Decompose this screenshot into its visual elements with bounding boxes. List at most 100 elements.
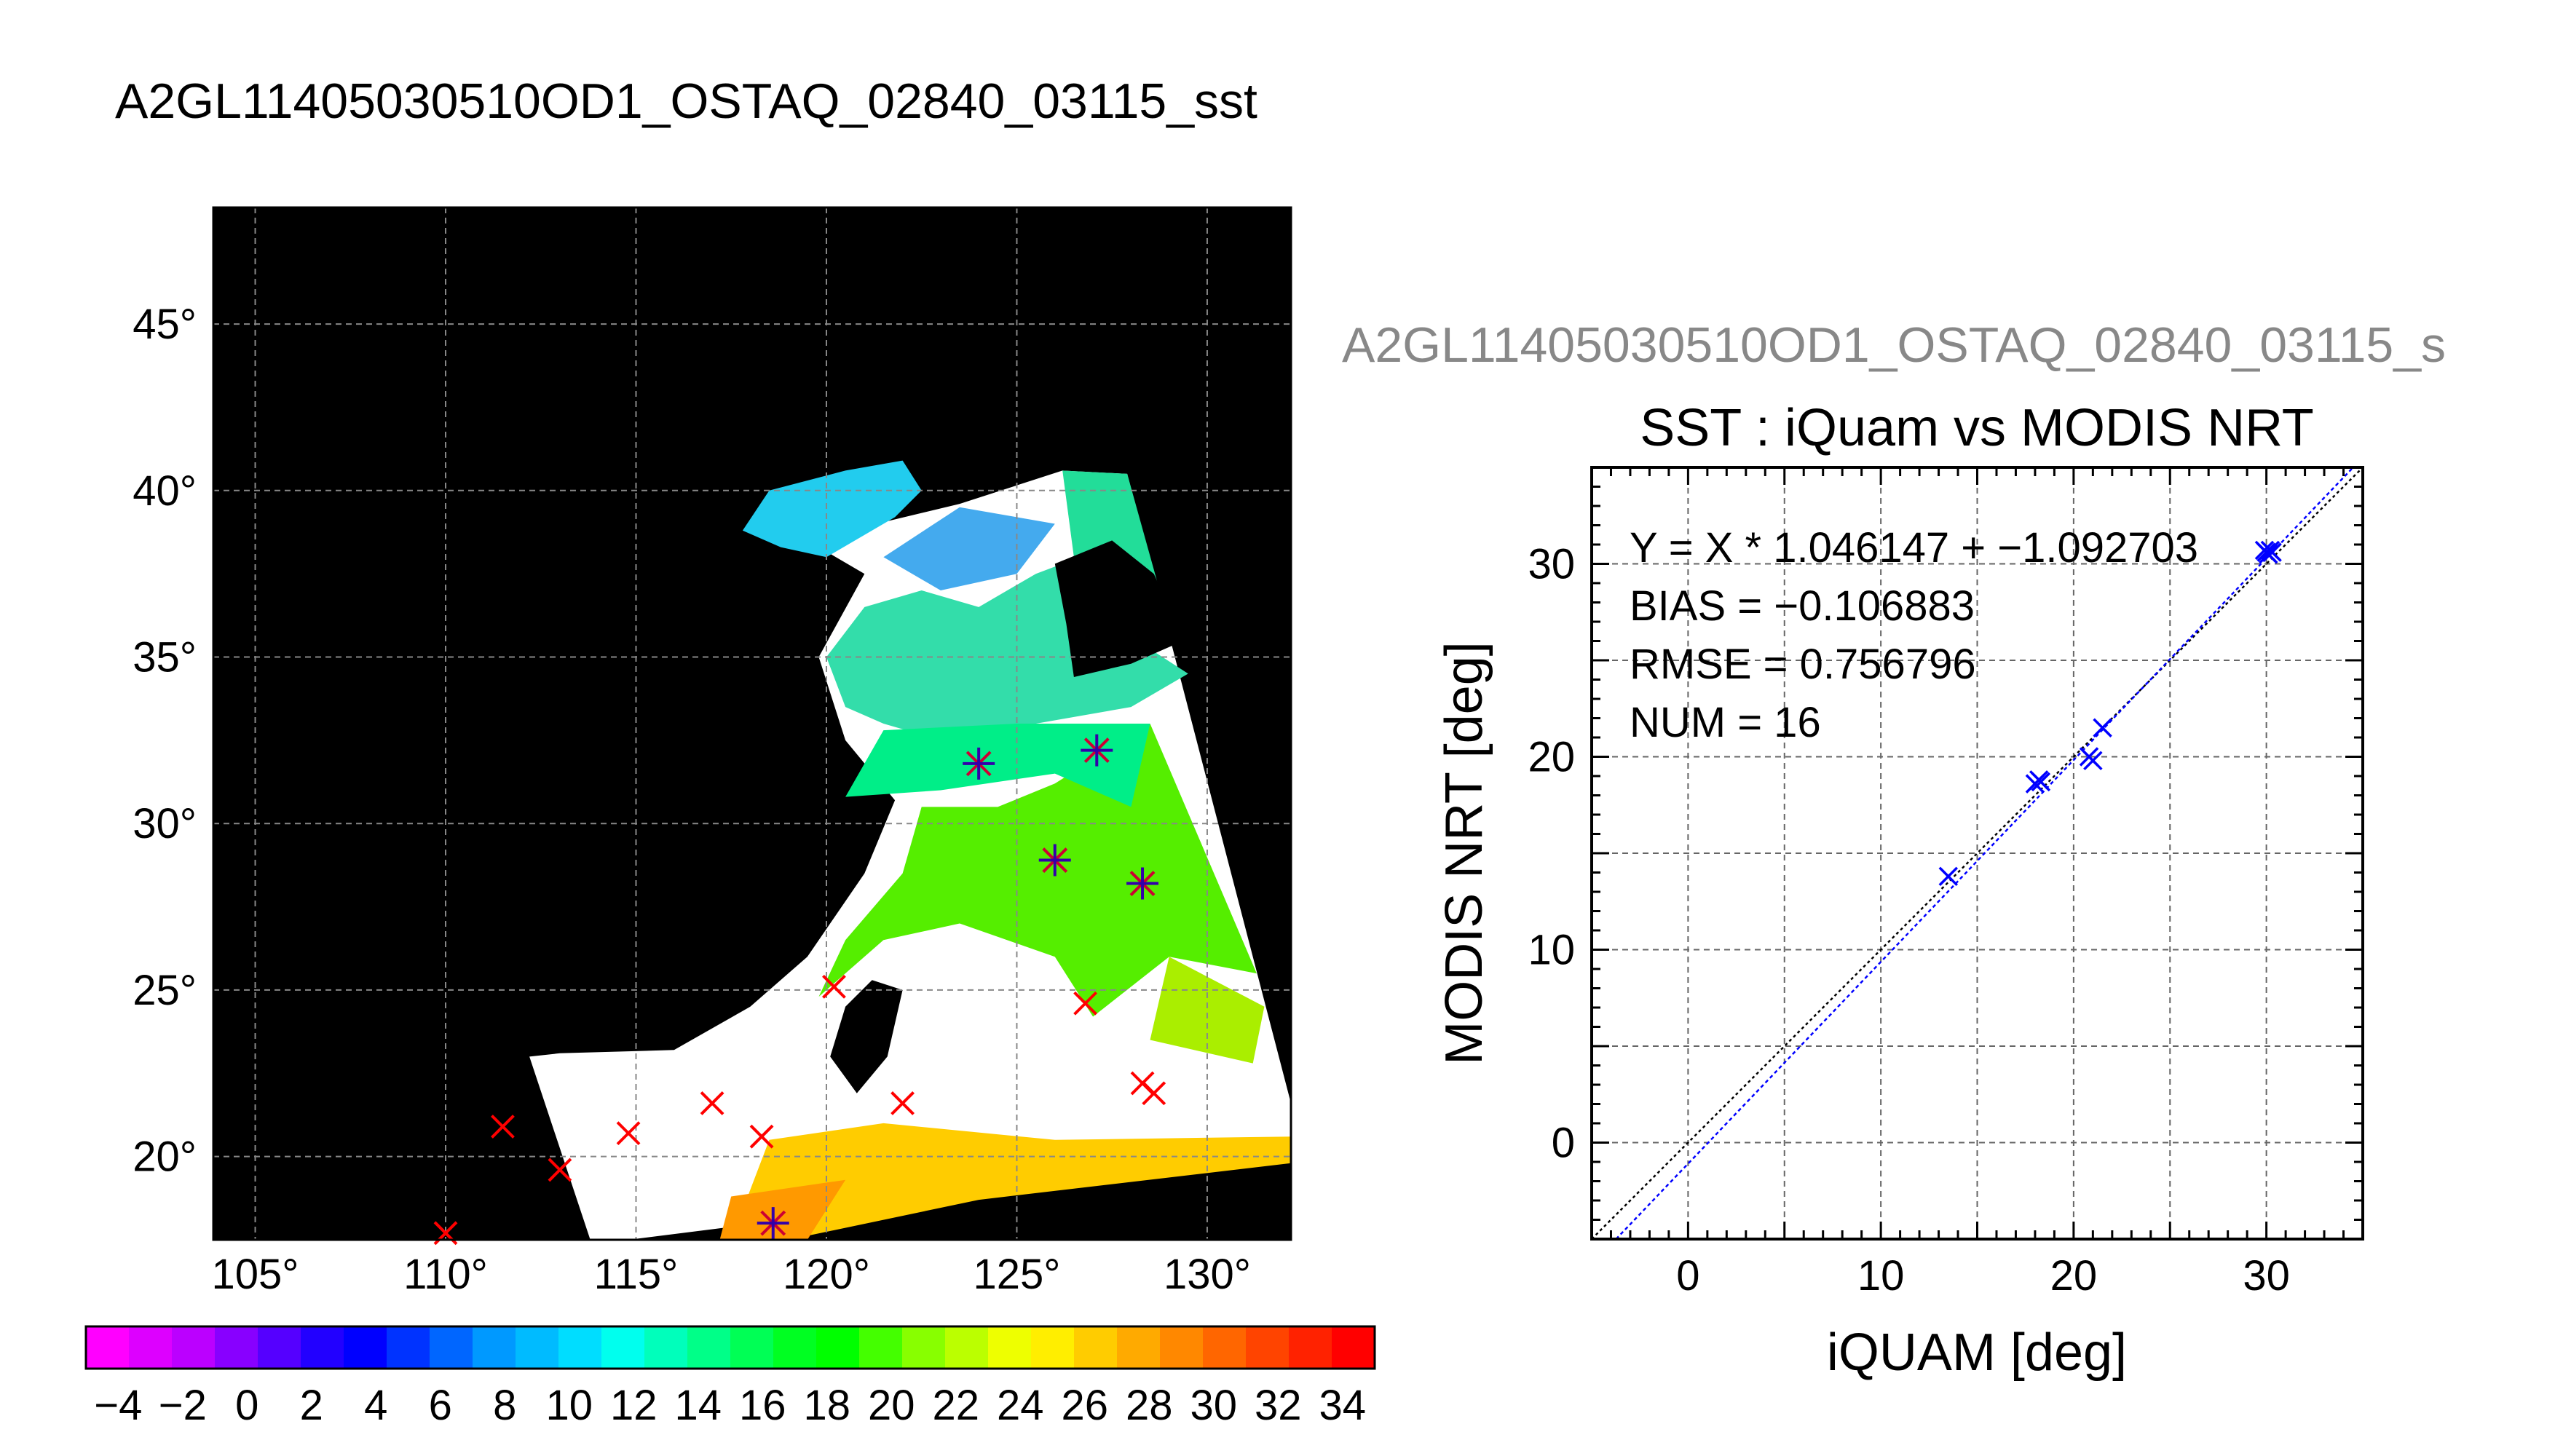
colorbar-swatch — [86, 1326, 130, 1369]
colorbar-swatch — [430, 1326, 473, 1369]
marker-stroke — [1142, 1081, 1166, 1106]
scatter-point-stroke — [2083, 751, 2103, 771]
map-marker-mixed — [1081, 734, 1113, 767]
sst-yellow-sea — [826, 563, 1188, 740]
colorbar-tick-label: 32 — [1255, 1382, 1302, 1429]
marker-stroke — [822, 974, 846, 999]
map-lat-tick-label: 30° — [133, 800, 197, 847]
colorbar-swatch — [816, 1326, 860, 1369]
colorbar-swatch — [344, 1326, 387, 1369]
scatter-x-tick-label: 10 — [1857, 1252, 1905, 1299]
map-marker-red — [1073, 991, 1098, 1016]
map-marker-red — [491, 1115, 515, 1139]
scatter-point-stroke — [2093, 718, 2112, 737]
colorbar-tick-label: 2 — [300, 1382, 323, 1429]
colorbar-swatch — [1117, 1326, 1161, 1369]
map-marker-mixed — [757, 1207, 789, 1240]
colorbar-tick-label: 18 — [804, 1382, 851, 1429]
korea-land — [1054, 540, 1185, 677]
marker-stroke — [700, 1091, 724, 1115]
map-frame — [212, 206, 1292, 1241]
map-lon-tick-label: 120° — [783, 1251, 870, 1298]
map-lat-tick-label: 35° — [133, 634, 197, 681]
colorbar-tick-label: 26 — [1062, 1382, 1109, 1429]
map-lat-tick-label: 20° — [133, 1133, 197, 1181]
colorbar-swatch — [687, 1326, 731, 1369]
scatter-grid — [1592, 467, 2363, 1239]
colorbar-swatch — [1203, 1326, 1247, 1369]
sst-field — [529, 460, 1291, 1240]
colorbar-swatch — [988, 1326, 1032, 1369]
marker-stroke — [548, 1158, 572, 1182]
colorbar-swatch — [473, 1326, 516, 1369]
scatter-point — [2093, 718, 2112, 737]
marker-stroke — [491, 1115, 515, 1139]
colorbar-tick-label: −2 — [159, 1382, 207, 1429]
marker-stroke — [616, 1121, 641, 1146]
colorbar-tick-label: 8 — [493, 1382, 516, 1429]
map-lon-tick-label: 110° — [403, 1251, 488, 1298]
scatter-point-stroke — [2262, 542, 2282, 562]
marker-stroke — [749, 1124, 774, 1149]
scatter-point-stroke — [2259, 545, 2278, 564]
colorbar-swatch — [1332, 1326, 1375, 1369]
scatter-xlabel: iQUAM [deg] — [1827, 1324, 2127, 1382]
colorbar-swatch — [129, 1326, 173, 1369]
scatter-x-ticks: 0 10 20 30 — [1676, 1252, 2290, 1299]
scatter-point — [2259, 545, 2278, 564]
taiwan-land — [830, 980, 903, 1093]
sst-hot-patch — [719, 1179, 846, 1240]
map-marker-red — [548, 1158, 572, 1182]
colorbar — [84, 1325, 1376, 1370]
colorbar-tick-label: 34 — [1319, 1382, 1367, 1429]
colorbar-swatch — [558, 1326, 602, 1369]
scatter-x-tick-label: 30 — [2243, 1252, 2290, 1299]
colorbar-swatch — [1074, 1326, 1118, 1369]
scatter-x-tick-label: 20 — [2050, 1252, 2098, 1299]
colorbar-swatch — [301, 1326, 344, 1369]
map-lon-tick-label: 125° — [973, 1251, 1060, 1298]
colorbar-swatch — [1031, 1326, 1075, 1369]
sst-green-region — [818, 724, 1257, 1017]
map-marker-red — [822, 974, 846, 999]
sst-east-china-sea — [845, 724, 1150, 807]
colorbar-swatch — [1289, 1326, 1332, 1369]
colorbar-swatch — [1246, 1326, 1290, 1369]
map-lat-tick-label: 40° — [133, 467, 197, 515]
map-lat-tick-label: 25° — [133, 967, 197, 1014]
scatter-plot — [1590, 466, 2364, 1241]
colorbar-swatch — [172, 1326, 216, 1369]
map-marker-red — [700, 1091, 724, 1115]
colorbar-tick-label: 0 — [235, 1382, 258, 1429]
map-lon-tick-label: 105° — [212, 1251, 299, 1298]
one-to-one-line — [1591, 467, 2364, 1240]
map-grid — [213, 207, 1291, 1240]
colorbar-tick-label: 12 — [610, 1382, 657, 1429]
map-marker-mixed — [963, 747, 995, 780]
colorbar-swatch — [773, 1326, 817, 1369]
colorbar-swatch — [945, 1326, 989, 1369]
colorbar-swatch — [516, 1326, 559, 1369]
colorbar-swatch — [902, 1326, 946, 1369]
scatter-x-tick-label: 0 — [1676, 1252, 1699, 1299]
colorbar-tick-label: 14 — [675, 1382, 722, 1429]
scatter-y-tick-label: 20 — [1528, 734, 1575, 781]
colorbar-tick-label: 4 — [364, 1382, 387, 1429]
scatter-y-tick-label: 30 — [1528, 541, 1575, 588]
colorbar-tick-label: 6 — [429, 1382, 452, 1429]
scatter-point-stroke — [2031, 772, 2051, 792]
colorbar-tick-label: 20 — [868, 1382, 915, 1429]
scatter-y-tick-label: 10 — [1528, 927, 1575, 974]
colorbar-swatch — [601, 1326, 645, 1369]
colorbar-swatch — [258, 1326, 301, 1369]
sst-lime-region — [1150, 957, 1265, 1064]
scatter-y-ticks: 0 10 20 30 — [1528, 541, 1575, 1167]
stat-fit: Y = X * 1.046147 + −1.092703 — [1630, 524, 2198, 571]
colorbar-frame — [84, 1325, 1376, 1370]
colorbar-swatch — [387, 1326, 430, 1369]
scatter-point — [2083, 751, 2103, 771]
regression-line — [1615, 467, 2354, 1240]
scatter-y-tick-label: 0 — [1552, 1120, 1575, 1167]
scatter-minor-ticks — [1592, 467, 2363, 1239]
stat-bias: BIAS = −0.106883 — [1630, 582, 1975, 630]
